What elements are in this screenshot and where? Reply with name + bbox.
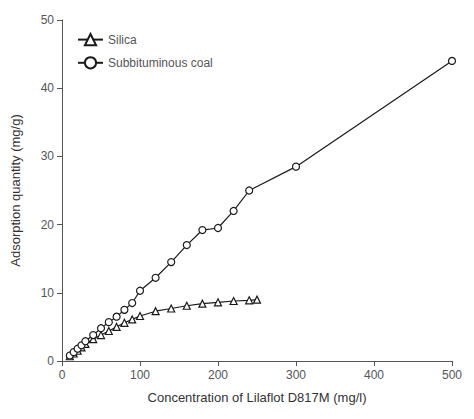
svg-text:400: 400	[364, 368, 384, 382]
svg-text:50: 50	[41, 13, 55, 27]
svg-text:Subbituminous coal: Subbituminous coal	[108, 56, 213, 70]
svg-text:500: 500	[442, 368, 462, 382]
svg-text:Silica: Silica	[108, 33, 137, 47]
svg-text:40: 40	[41, 81, 55, 95]
svg-text:Concentration of Lilaflot D817: Concentration of Lilaflot D817M (mg/l)	[148, 390, 367, 405]
svg-text:0: 0	[47, 354, 54, 368]
svg-text:100: 100	[130, 368, 150, 382]
svg-text:Adsorption quantity (mg/g): Adsorption quantity (mg/g)	[8, 114, 23, 266]
svg-text:0: 0	[59, 368, 66, 382]
svg-text:20: 20	[41, 218, 55, 232]
svg-text:200: 200	[208, 368, 228, 382]
svg-text:10: 10	[41, 286, 55, 300]
svg-text:30: 30	[41, 149, 55, 163]
svg-text:300: 300	[286, 368, 306, 382]
